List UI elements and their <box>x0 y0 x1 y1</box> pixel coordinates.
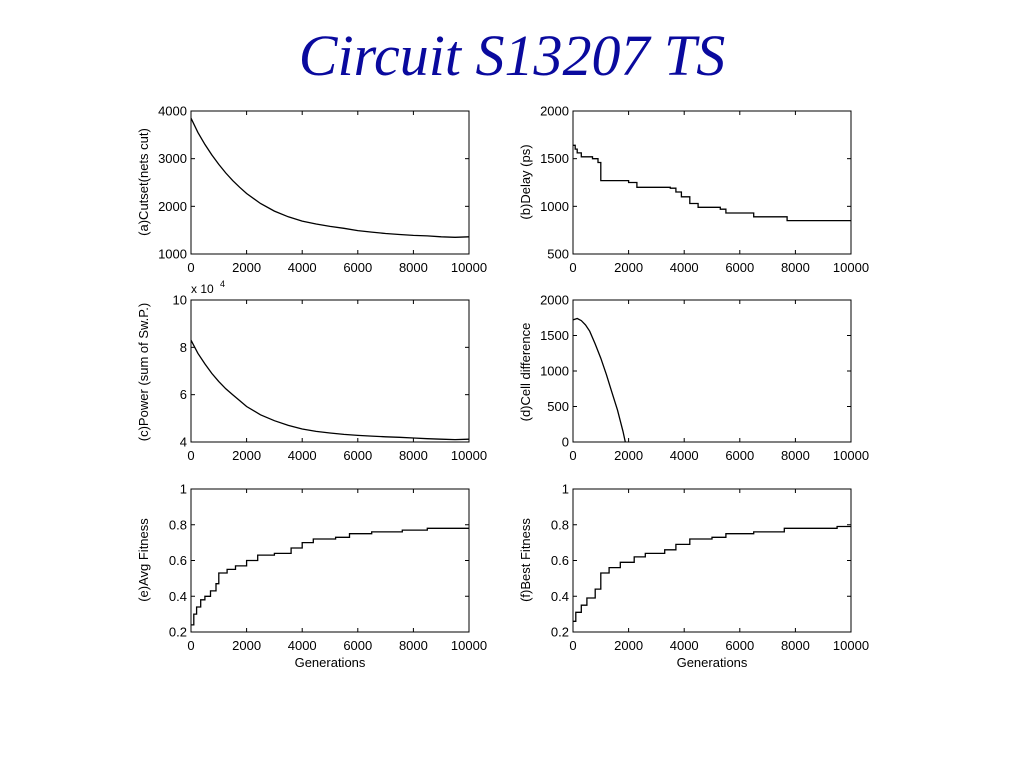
x-tick-label: 0 <box>187 638 194 653</box>
chart-panel-6: 0 2000 4000 6000 8000 10000 0.2 0.4 0.6 0.8 1 (f)Be… <box>518 482 869 671</box>
y-tick-label: 1000 <box>540 199 569 214</box>
series-line <box>191 527 469 626</box>
series-line <box>190 117 470 238</box>
y-tick-label: 0 <box>562 435 569 450</box>
x-tick-label: 6000 <box>343 448 372 463</box>
y-tick-label: 1000 <box>540 364 569 379</box>
x-tick-label: 8000 <box>399 260 428 275</box>
x-tick-label: 2000 <box>614 448 643 463</box>
y-tick-label: 0.8 <box>169 517 187 532</box>
x-tick-label: 8000 <box>781 638 810 653</box>
x-tick-label: 8000 <box>781 448 810 463</box>
y-tick-label: 2000 <box>158 199 187 214</box>
y-scale-exponent: 4 <box>220 279 225 289</box>
y-axis-label: (e)Avg Fitness <box>136 518 151 602</box>
y-tick-label: 2000 <box>540 104 569 119</box>
chart-panel-4: 0 2000 4000 6000 8000 10000 0 500 1000 1500 2000 (d… <box>518 293 869 464</box>
x-tick-label: 4000 <box>288 448 317 463</box>
x-tick-label: 0 <box>569 448 576 463</box>
y-tick-label: 3000 <box>158 151 187 166</box>
y-tick-label: 0.4 <box>551 589 569 604</box>
chart-panel-1: 0 2000 4000 6000 8000 10000 1000 2000 3000 4000 (a… <box>136 104 487 276</box>
y-axis-label: (f)Best Fitness <box>518 518 533 602</box>
x-tick-label: 0 <box>569 260 576 275</box>
x-tick-label: 6000 <box>725 448 754 463</box>
x-tick-label: 2000 <box>232 638 261 653</box>
x-tick-label: 10000 <box>833 260 869 275</box>
y-axis-label: (c)Power (sum of Sw.P.) <box>136 303 151 441</box>
x-tick-label: 4000 <box>670 260 699 275</box>
y-tick-label: 500 <box>547 247 569 262</box>
x-tick-label: 0 <box>569 638 576 653</box>
x-tick-label: 10000 <box>451 638 487 653</box>
plot-frame <box>572 299 852 443</box>
y-tick-label: 0.6 <box>551 553 569 568</box>
x-tick-label: 8000 <box>781 260 810 275</box>
x-tick-label: 4000 <box>670 638 699 653</box>
y-tick-label: 1000 <box>158 247 187 262</box>
x-tick-label: 10000 <box>451 448 487 463</box>
series-line <box>573 525 851 622</box>
x-tick-label: 10000 <box>451 260 487 275</box>
y-tick-label: 10 <box>173 293 187 308</box>
series-line <box>573 144 851 222</box>
series-line <box>190 339 470 441</box>
y-tick-label: 0.4 <box>169 589 187 604</box>
y-tick-label: 4 <box>180 435 187 450</box>
y-tick-label: 1 <box>180 482 187 497</box>
x-tick-label: 4000 <box>670 448 699 463</box>
plot-frame <box>190 488 470 633</box>
y-tick-label: 0.2 <box>169 625 187 640</box>
x-tick-label: 2000 <box>614 260 643 275</box>
x-tick-label: 8000 <box>399 448 428 463</box>
slide-title: Circuit S13207 TS <box>298 23 726 88</box>
plot-frame <box>190 299 470 443</box>
x-tick-label: 6000 <box>343 260 372 275</box>
y-tick-label: 0.6 <box>169 553 187 568</box>
y-tick-label: 2000 <box>540 293 569 308</box>
x-tick-label: 4000 <box>288 638 317 653</box>
x-axis-label: Generations <box>295 655 366 670</box>
y-axis-label: (a)Cutset(nets cut) <box>136 128 151 236</box>
y-axis-label: (b)Delay (ps) <box>518 144 533 219</box>
x-tick-label: 6000 <box>725 260 754 275</box>
x-tick-label: 2000 <box>232 260 261 275</box>
x-tick-label: 2000 <box>232 448 261 463</box>
y-tick-label: 8 <box>180 340 187 355</box>
x-tick-label: 10000 <box>833 448 869 463</box>
x-tick-label: 6000 <box>725 638 754 653</box>
y-tick-label: 1500 <box>540 151 569 166</box>
x-axis-label: Generations <box>677 655 748 670</box>
plot-frame <box>572 488 852 633</box>
plot-frame <box>572 110 852 255</box>
plot-frame <box>190 110 470 255</box>
y-tick-label: 1500 <box>540 328 569 343</box>
x-tick-label: 6000 <box>343 638 372 653</box>
y-tick-label: 4000 <box>158 104 187 119</box>
x-tick-label: 10000 <box>833 638 869 653</box>
x-tick-label: 0 <box>187 448 194 463</box>
chart-panel-2: 0 2000 4000 6000 8000 10000 500 1000 1500 2000 (b)… <box>518 104 869 276</box>
y-tick-label: 6 <box>180 387 187 402</box>
y-tick-label: 0.8 <box>551 517 569 532</box>
x-tick-label: 4000 <box>288 260 317 275</box>
x-tick-label: 0 <box>187 260 194 275</box>
y-tick-label: 1 <box>562 482 569 497</box>
y-tick-label: 0.2 <box>551 625 569 640</box>
y-tick-label: 500 <box>547 399 569 414</box>
x-tick-label: 2000 <box>614 638 643 653</box>
y-scale-multiplier: x 10 <box>191 282 214 296</box>
series-line <box>572 317 626 443</box>
chart-panel-5: 0 2000 4000 6000 8000 10000 0.2 0.4 0.6 0.8 1 (e)Av… <box>136 482 487 671</box>
x-tick-label: 8000 <box>399 638 428 653</box>
y-axis-label: (d)Cell difference <box>518 323 533 422</box>
chart-panel-3: 0 2000 4000 6000 8000 10000 4 6 8 10 (c)Power (sum… <box>136 279 487 463</box>
